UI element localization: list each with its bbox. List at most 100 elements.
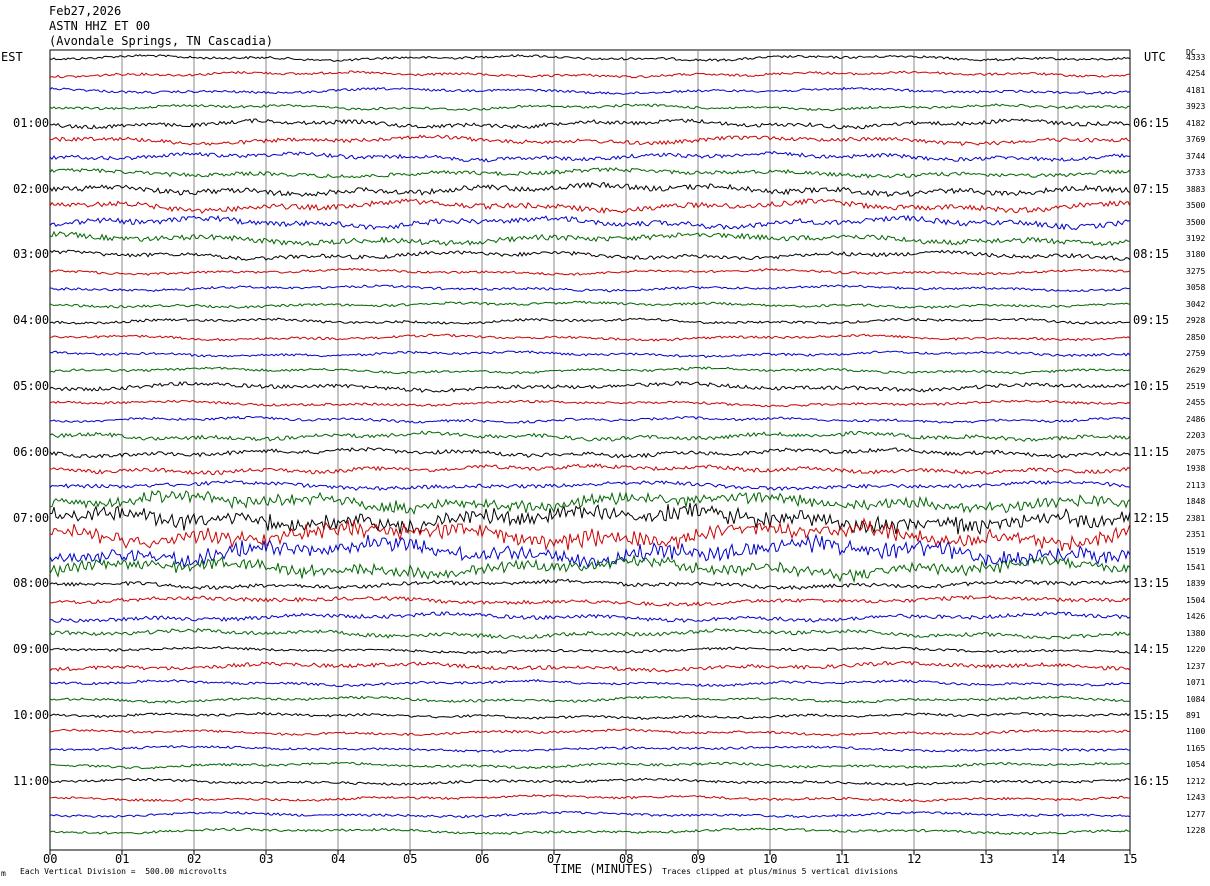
dc-offset-label: 1228 xyxy=(1186,826,1206,836)
scale-note: Each Vertical Division = 500.00 microvol… xyxy=(20,867,228,876)
trace-line-black xyxy=(49,118,1131,130)
trace-line-red xyxy=(49,728,1131,737)
trace-line-green xyxy=(49,167,1131,179)
dc-offset-label: 4181 xyxy=(1186,85,1206,95)
x-tick-label: 06 xyxy=(475,852,490,866)
right-hour-label: 07:15 xyxy=(1133,181,1170,196)
dc-offset-label: 2759 xyxy=(1186,349,1206,359)
dc-offset-label: 2519 xyxy=(1186,382,1206,391)
right-hour-label: 16:15 xyxy=(1133,773,1170,788)
x-axis-ticks xyxy=(49,850,1131,855)
dc-offset-label: 1243 xyxy=(1186,793,1206,803)
trace-line-black xyxy=(49,317,1131,325)
dc-offset-label: 3733 xyxy=(1186,168,1206,178)
trace-line-red xyxy=(49,70,1131,79)
right-hour-label: 15:15 xyxy=(1133,708,1170,722)
clip-note: Traces clipped at plus/minus 5 vertical … xyxy=(662,867,899,876)
dc-offset-label: 1212 xyxy=(1186,776,1206,786)
trace-line-blue xyxy=(49,350,1131,359)
dc-offset-label: 4333 xyxy=(1186,53,1206,62)
left-hour-label: 07:00 xyxy=(13,510,50,525)
dc-offset-label: 1504 xyxy=(1186,595,1206,605)
trace-line-blue xyxy=(49,214,1131,231)
x-tick-label: 05 xyxy=(403,852,418,866)
dc-offset-label: 891 xyxy=(1186,711,1201,720)
plot-frame xyxy=(49,49,1131,851)
x-tick-label: 13 xyxy=(979,852,994,866)
dc-offset-label: 3042 xyxy=(1186,299,1206,309)
dc-offset-label: 3769 xyxy=(1186,135,1206,145)
trace-line-blue xyxy=(49,533,1131,570)
dc-offset-label: 2075 xyxy=(1186,447,1206,457)
left-hour-label: 11:00 xyxy=(13,773,50,788)
trace-line-red xyxy=(49,134,1131,146)
trace-line-blue xyxy=(49,611,1131,623)
trace-line-green xyxy=(49,103,1131,112)
dc-offset-label: 1519 xyxy=(1186,546,1206,556)
trace-line-blue xyxy=(49,678,1131,688)
header-station: ASTN HHZ ET 00 xyxy=(49,19,151,33)
header-date: Feb27,2026 xyxy=(49,4,122,18)
trace-line-black xyxy=(49,249,1131,261)
right-timezone-label: UTC xyxy=(1144,50,1166,64)
trace-line-blue xyxy=(49,810,1131,819)
dc-offset-label: 1220 xyxy=(1186,645,1206,655)
x-axis-title: TIME (MINUTES) xyxy=(553,862,655,876)
trace-line-red xyxy=(49,267,1131,276)
dc-offset-label: 2850 xyxy=(1186,332,1206,342)
dc-offset-label: 1541 xyxy=(1186,562,1206,572)
dc-offset-label: 1237 xyxy=(1186,661,1206,671)
trace-line-green xyxy=(49,761,1131,770)
trace-line-black xyxy=(49,381,1131,393)
dc-offset-label: 3192 xyxy=(1186,233,1206,243)
dc-offset-label: 3500 xyxy=(1186,217,1206,227)
dc-offset-label: 3923 xyxy=(1186,102,1206,112)
dc-offset-label: 1100 xyxy=(1186,727,1206,737)
left-hour-label: 06:00 xyxy=(13,444,50,459)
dc-offset-label: 1426 xyxy=(1186,612,1206,622)
dc-offset-label: 2381 xyxy=(1186,513,1206,523)
dc-offset-label: 2928 xyxy=(1186,316,1206,326)
trace-line-green xyxy=(49,827,1131,836)
trace-line-green xyxy=(49,300,1131,309)
trace-line-green xyxy=(49,366,1131,375)
trace-line-red xyxy=(49,463,1131,476)
dc-offset-label: 4254 xyxy=(1186,69,1206,79)
trace-line-red xyxy=(49,794,1131,803)
x-tick-label: 04 xyxy=(331,852,346,866)
trace-line-black xyxy=(49,502,1131,536)
x-tick-label: 02 xyxy=(187,852,202,866)
trace-line-green xyxy=(49,230,1131,247)
trace-line-blue xyxy=(49,86,1131,95)
dc-offset-label: 3744 xyxy=(1186,151,1206,161)
x-tick-label: 07 xyxy=(547,852,562,866)
x-tick-label: 10 xyxy=(763,852,778,866)
trace-line-red xyxy=(49,198,1131,214)
dc-label: DC xyxy=(1186,48,1196,57)
trace-line-green xyxy=(49,627,1131,640)
dc-offset-label: 4182 xyxy=(1186,118,1206,128)
trace-line-black xyxy=(49,578,1131,591)
left-hour-label: 04:00 xyxy=(13,313,50,328)
minute-grid xyxy=(121,50,1059,850)
left-hour-label: 10:00 xyxy=(13,708,50,722)
dc-offset-label: 1071 xyxy=(1186,678,1206,688)
trace-line-blue xyxy=(49,745,1131,753)
dc-offset-label: 2486 xyxy=(1186,414,1206,424)
left-hour-label: 02:00 xyxy=(13,181,50,196)
left-hour-label: 08:00 xyxy=(13,576,50,591)
dc-offset-label: 1084 xyxy=(1186,694,1206,704)
seismic-traces xyxy=(49,53,1131,836)
left-timezone-label: EST xyxy=(1,50,23,64)
trace-line-black xyxy=(50,53,1131,63)
dc-offset-label: 2351 xyxy=(1186,530,1206,540)
x-tick-label: 03 xyxy=(259,852,274,866)
x-tick-label: 00 xyxy=(43,852,58,866)
trace-line-green xyxy=(49,695,1131,704)
left-hour-label: 01:00 xyxy=(13,115,50,130)
trace-line-green xyxy=(49,553,1131,584)
right-hour-label: 06:15 xyxy=(1133,115,1170,130)
dc-offset-label: 3500 xyxy=(1186,201,1206,211)
trace-line-black xyxy=(49,181,1131,198)
